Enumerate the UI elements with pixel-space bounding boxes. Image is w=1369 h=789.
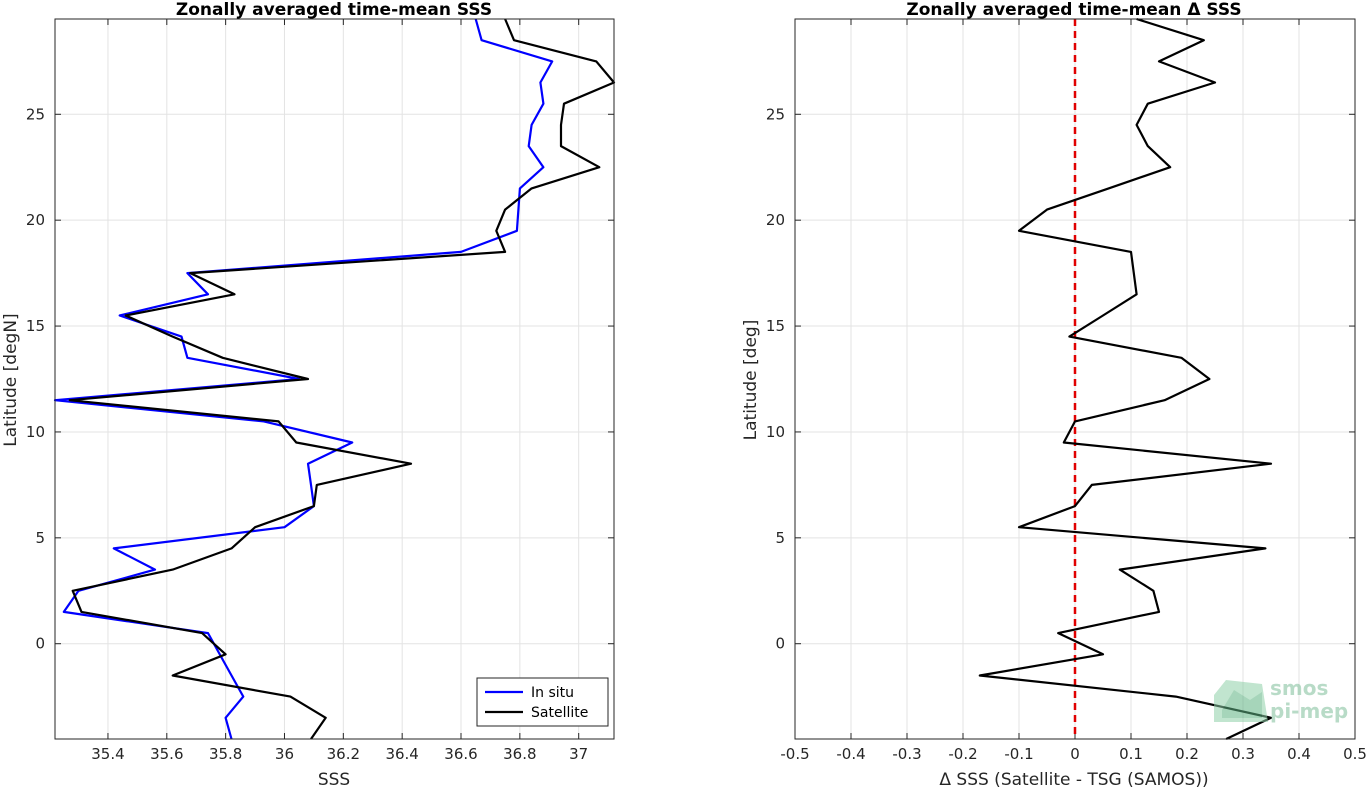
- x-tick-label: 35.6: [150, 745, 183, 763]
- plot-background: [55, 19, 614, 739]
- x-tick-label: -0.3: [892, 745, 921, 763]
- x-tick-label: 36: [275, 745, 294, 763]
- x-tick-label: 36.4: [385, 745, 418, 763]
- logo-mark-shape: [1222, 690, 1262, 718]
- y-tick-label: 20: [766, 211, 785, 229]
- y-tick-label: 25: [26, 105, 45, 123]
- x-tick-label: 35.4: [91, 745, 124, 763]
- x-tick-label: 0.3: [1231, 745, 1255, 763]
- y-tick-label: 15: [26, 317, 45, 335]
- chart-title: Zonally averaged time-mean SSS: [176, 0, 492, 20]
- x-tick-label: 37: [569, 745, 588, 763]
- x-tick-label: 36.6: [444, 745, 477, 763]
- axes-box: [54, 18, 615, 740]
- y-tick-label: 15: [766, 317, 785, 335]
- x-tick-label: 36.8: [503, 745, 536, 763]
- x-tick-label: 36.2: [327, 745, 360, 763]
- y-tick-label: 0: [35, 635, 45, 653]
- x-tick-label: 0.1: [1119, 745, 1143, 763]
- y-tick-label: 10: [26, 423, 45, 441]
- logo-text-line2: pi-mep: [1270, 699, 1348, 723]
- x-tick-label: 0.4: [1287, 745, 1311, 763]
- y-tick-label: 25: [766, 105, 785, 123]
- plot-area: -0.5 -0.4 -0.3 -0.2 -0.1 0 0.1 0.2 0.3 0.4 0.5 0 5 10…: [766, 17, 1367, 763]
- axes-box: [794, 18, 1356, 740]
- y-tick-label: 10: [766, 423, 785, 441]
- x-tick-label: -0.1: [1004, 745, 1033, 763]
- legend: In situ Satellite: [476, 677, 609, 727]
- logo-text-line1: smos: [1270, 676, 1328, 700]
- x-tick-label: 0.2: [1175, 745, 1199, 763]
- y-tick-label: 5: [35, 529, 45, 547]
- legend-entry: Satellite: [531, 705, 588, 721]
- sss-profile-panel: 35.4 35.6 35.8 36 36.2 36.4 36.6 36.8 37 0 5 10 15 20…: [1, 0, 616, 789]
- delta-series-line: [978, 17, 1273, 740]
- y-axis-label: Latitude [deg]: [741, 320, 761, 441]
- x-tick-label: -0.2: [948, 745, 977, 763]
- chart-title: Zonally averaged time-mean Δ SSS: [906, 0, 1241, 20]
- y-tick-label: 0: [775, 635, 785, 653]
- legend-entry: In situ: [531, 685, 574, 701]
- x-tick-label: 0.5: [1343, 745, 1367, 763]
- legend-box: [476, 677, 609, 727]
- y-axis-label: Latitude [degN]: [1, 313, 21, 446]
- x-tick-label: 35.8: [209, 745, 242, 763]
- x-tick-label: 0: [1070, 745, 1080, 763]
- satellite-series-line: [68, 18, 616, 740]
- x-axis-label: Δ SSS (Satellite - TSG (SAMOS)): [939, 770, 1208, 789]
- plot-area: 35.4 35.6 35.8 36 36.2 36.4 36.6 36.8 37 0 5 10 15 20…: [26, 18, 616, 763]
- x-axis-label: SSS: [318, 770, 350, 789]
- x-tick-label: -0.5: [780, 745, 809, 763]
- smos-pi-mep-logo: smos pi-mep: [1214, 676, 1348, 723]
- y-tick-label: 20: [26, 211, 45, 229]
- x-tick-label: -0.4: [836, 745, 865, 763]
- delta-sss-panel: -0.5 -0.4 -0.3 -0.2 -0.1 0 0.1 0.2 0.3 0.4 0.5 0 5 10…: [741, 0, 1367, 789]
- y-tick-label: 5: [775, 529, 785, 547]
